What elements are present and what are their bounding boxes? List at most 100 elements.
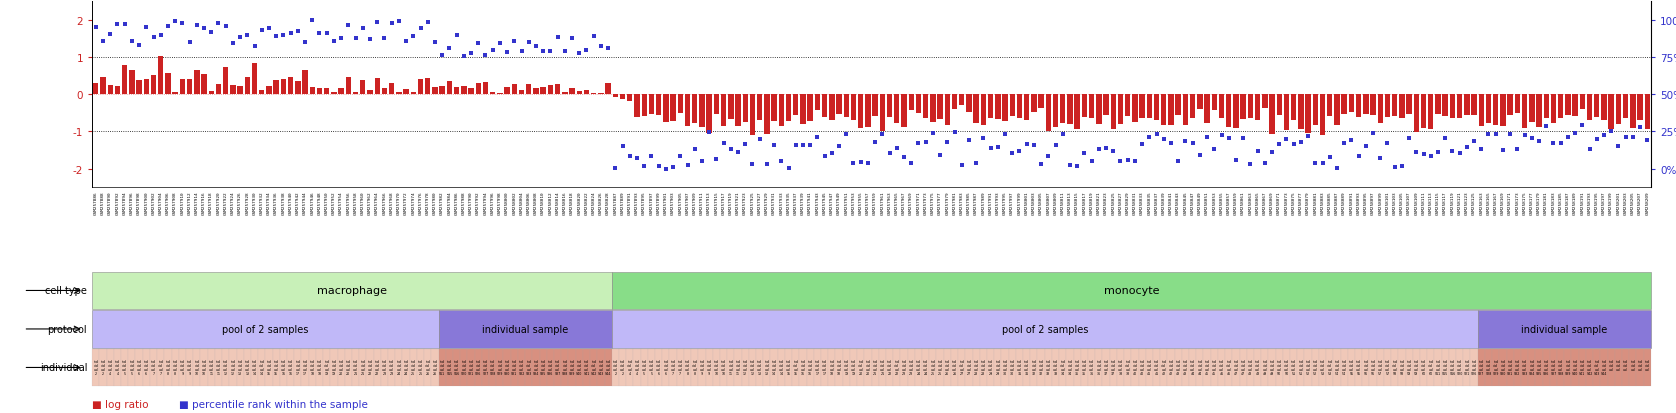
- Point: [307, 30, 334, 37]
- Bar: [1391, 349, 1398, 386]
- Text: GSM257900: GSM257900: [144, 190, 147, 214]
- Bar: [1017, 95, 1022, 118]
- Point: [1034, 153, 1061, 159]
- Bar: [980, 349, 987, 386]
- Bar: [1529, 349, 1535, 386]
- Bar: [741, 349, 749, 386]
- Bar: [1406, 95, 1411, 115]
- Text: GSM257923: GSM257923: [742, 190, 747, 214]
- Point: [746, 137, 773, 143]
- Text: ind
vid
ual
25: ind vid ual 25: [411, 360, 416, 375]
- Text: pool of 2 samples: pool of 2 samples: [223, 324, 308, 334]
- Point: [1150, 136, 1177, 143]
- Point: [1230, 135, 1257, 142]
- Text: ind
vid
ual
S28: ind vid ual S28: [1485, 360, 1492, 375]
- Point: [277, 31, 303, 38]
- Bar: [1016, 349, 1022, 386]
- Point: [833, 131, 860, 138]
- Point: [515, 39, 541, 46]
- Text: GSM258047: GSM258047: [1190, 190, 1195, 214]
- Text: GSM258018: GSM258018: [570, 190, 575, 214]
- Text: ind
vid
ual
9: ind vid ual 9: [699, 360, 704, 375]
- Bar: [439, 311, 612, 348]
- Bar: [1572, 349, 1579, 386]
- Text: GSM258005: GSM258005: [1039, 190, 1042, 214]
- Point: [357, 36, 384, 43]
- Text: ind
vid
ual
12: ind vid ual 12: [231, 360, 235, 375]
- Text: individual sample: individual sample: [1522, 324, 1607, 334]
- Point: [992, 131, 1019, 138]
- Bar: [1269, 349, 1275, 386]
- Text: GSM258101: GSM258101: [1386, 190, 1389, 214]
- Bar: [158, 349, 164, 386]
- Text: GSM257968: GSM257968: [389, 190, 394, 214]
- Point: [1562, 131, 1589, 137]
- Point: [1396, 136, 1423, 142]
- Point: [1193, 134, 1220, 141]
- Point: [126, 43, 153, 50]
- Bar: [308, 349, 315, 386]
- Text: individual: individual: [40, 363, 87, 373]
- Point: [861, 140, 888, 146]
- Bar: [1542, 349, 1550, 386]
- Bar: [555, 349, 561, 386]
- Point: [270, 33, 297, 40]
- Text: ind
vid
ual
S31: ind vid ual S31: [511, 360, 518, 375]
- Text: GSM257954: GSM257954: [339, 190, 344, 214]
- Bar: [1291, 95, 1296, 120]
- Text: GSM257928: GSM257928: [245, 190, 250, 214]
- Text: GSM257892: GSM257892: [116, 190, 119, 214]
- Text: GSM257950: GSM257950: [325, 190, 328, 214]
- Text: GSM258024: GSM258024: [592, 190, 595, 214]
- Point: [198, 30, 225, 36]
- Bar: [359, 349, 367, 386]
- Text: GSM257910: GSM257910: [181, 190, 184, 214]
- Text: GSM258089: GSM258089: [1342, 190, 1346, 214]
- Text: ind
vid
ual
S37: ind vid ual S37: [555, 360, 561, 375]
- Point: [1187, 152, 1213, 159]
- Bar: [900, 349, 908, 386]
- Bar: [1225, 349, 1232, 386]
- Text: ind
vid
ual
18: ind vid ual 18: [310, 360, 315, 375]
- Text: ind
vid
ual
22: ind vid ual 22: [895, 360, 900, 375]
- Bar: [1183, 95, 1188, 126]
- Text: GSM257901: GSM257901: [664, 190, 667, 214]
- Text: ind
vid
ual
S16: ind vid ual S16: [454, 360, 459, 375]
- Bar: [806, 349, 815, 386]
- Point: [912, 139, 939, 145]
- Text: ind
vid
ual
59: ind vid ual 59: [1406, 360, 1411, 375]
- Text: GSM258073: GSM258073: [1284, 190, 1289, 214]
- Text: ind
vid
ual: ind vid ual: [1631, 360, 1636, 375]
- Bar: [273, 349, 280, 386]
- Text: GSM258197: GSM258197: [1602, 190, 1606, 214]
- Bar: [1550, 349, 1557, 386]
- Bar: [503, 349, 511, 386]
- Bar: [793, 95, 798, 116]
- Bar: [1413, 95, 1420, 133]
- Bar: [778, 349, 784, 386]
- Bar: [612, 311, 1478, 348]
- Text: GSM257977: GSM257977: [939, 190, 942, 214]
- Text: ind
vid
ual
21: ind vid ual 21: [354, 360, 359, 375]
- Point: [558, 36, 585, 43]
- Bar: [1607, 349, 1614, 386]
- Text: GSM257919: GSM257919: [729, 190, 732, 214]
- Text: GSM257993: GSM257993: [996, 190, 1001, 214]
- Bar: [930, 95, 935, 123]
- Text: GSM258055: GSM258055: [1220, 190, 1223, 214]
- Bar: [223, 68, 228, 95]
- Bar: [1284, 95, 1289, 131]
- Point: [1619, 134, 1646, 141]
- Point: [774, 165, 801, 172]
- Point: [169, 20, 196, 27]
- Text: ind
vid
ual
13: ind vid ual 13: [238, 360, 243, 375]
- Text: GSM258061: GSM258061: [1242, 190, 1245, 214]
- Point: [1381, 164, 1408, 171]
- Bar: [1500, 349, 1507, 386]
- Text: ind
vid
ual
5: ind vid ual 5: [129, 360, 134, 375]
- Bar: [526, 84, 531, 95]
- Point: [1202, 146, 1229, 153]
- Bar: [525, 349, 533, 386]
- Text: ind
vid
ual
S21: ind vid ual S21: [468, 360, 474, 375]
- Bar: [561, 349, 568, 386]
